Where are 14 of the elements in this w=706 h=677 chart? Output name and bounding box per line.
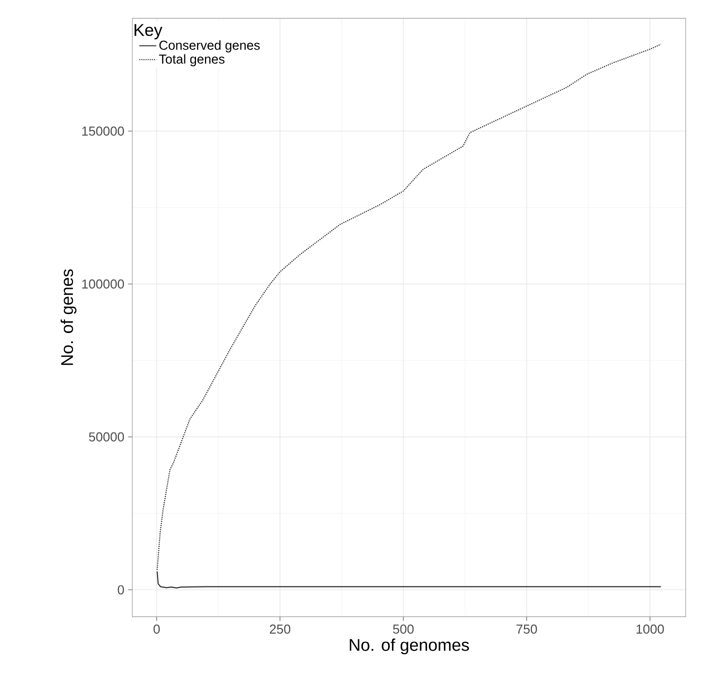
- y-tick-label: 100000: [82, 279, 124, 289]
- x-tick-label: 500: [393, 624, 414, 634]
- legend-label: Conserved genes: [159, 40, 260, 52]
- legend-label: Total genes: [159, 54, 224, 66]
- y-tick-label: 0: [118, 585, 124, 594]
- x-tick-label: 750: [516, 624, 537, 634]
- y-tick-label: 50000: [88, 432, 124, 442]
- x-tick-label: 1000: [636, 624, 664, 634]
- legend-title: Key: [134, 24, 162, 40]
- x-tick-label: 0: [154, 624, 160, 634]
- y-axis-title: No. of genes: [60, 269, 76, 365]
- x-tick-label: 250: [270, 624, 290, 634]
- y-tick-label: 150000: [82, 126, 124, 136]
- x-axis-title: No. of genomes: [350, 638, 469, 654]
